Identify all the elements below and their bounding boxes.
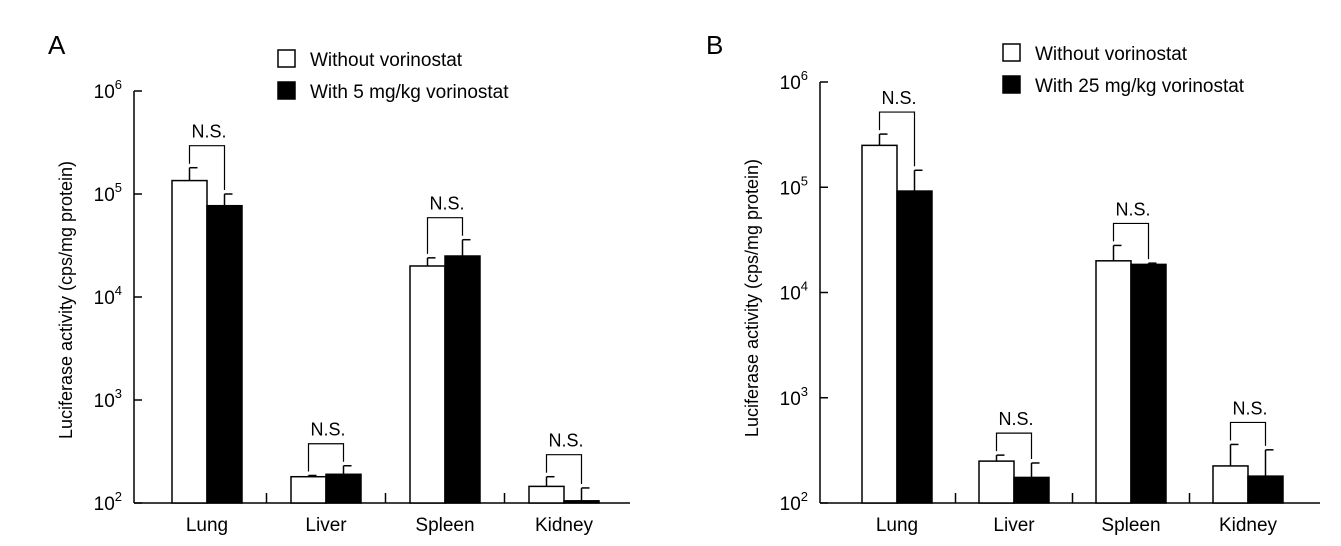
significance-bracket [1229, 421, 1267, 446]
significance-bracket [188, 145, 226, 190]
y-tick-label: 103 [94, 386, 122, 412]
bar [528, 485, 565, 504]
significance-label: N.S. [1232, 398, 1267, 418]
legend-label: Without vorinostat [310, 50, 463, 71]
significance-bracket [995, 432, 1033, 459]
significance-label: N.S. [881, 88, 916, 108]
significance-label: N.S. [1115, 199, 1150, 219]
legend-label: With 25 mg/kg vorinostat [1035, 76, 1245, 97]
panel-b: B 102 103 104 105 106 Luciferase activity (cps… [706, 30, 1320, 536]
legend-swatch [277, 81, 296, 100]
bar [861, 144, 898, 504]
bar [290, 475, 327, 504]
significance-label: N.S. [429, 194, 464, 214]
x-tick-label: Lung [876, 515, 918, 536]
significance-label: N.S. [998, 409, 1033, 429]
x-tick-label: Spleen [415, 515, 474, 536]
legend-label: Without vorinostat [1035, 44, 1188, 65]
bar [896, 190, 933, 504]
bar [444, 255, 481, 504]
panel-label: B [706, 30, 723, 60]
significance-bracket [426, 217, 464, 254]
x-tick-label: Kidney [1219, 515, 1278, 536]
significance-bracket [307, 443, 345, 472]
x-tick-label: Lung [186, 515, 228, 536]
bar [1130, 263, 1167, 504]
bar [325, 473, 362, 504]
significance-label: N.S. [548, 431, 583, 451]
bar [171, 179, 208, 504]
y-tick-label: 102 [94, 489, 122, 515]
bar [563, 500, 600, 504]
y-tick-label: 105 [94, 180, 122, 206]
bar [1247, 475, 1284, 504]
y-tick-label: 105 [780, 173, 808, 199]
bar [1095, 260, 1132, 504]
x-tick-label: Kidney [535, 515, 594, 536]
significance-bracket [545, 454, 583, 484]
legend-swatch [1002, 43, 1021, 62]
significance-label: N.S. [191, 122, 226, 142]
significance-bracket [1112, 222, 1150, 260]
x-tick-label: Spleen [1101, 515, 1160, 536]
legend-swatch [277, 49, 296, 68]
y-axis-label: Luciferase activity (cps/mg protein) [742, 159, 762, 437]
legend-swatch [1002, 75, 1021, 94]
x-tick-label: Liver [993, 515, 1035, 536]
y-tick-label: 102 [780, 489, 808, 515]
bar [206, 204, 243, 504]
bar [1212, 465, 1249, 504]
panel-a: A 102 103 104 105 106 Luciferase activity (cps… [48, 30, 630, 536]
x-tick-label: Liver [305, 515, 347, 536]
y-tick-label: 104 [780, 279, 808, 305]
y-tick-label: 106 [94, 77, 122, 103]
y-tick-label: 103 [780, 384, 808, 410]
significance-label: N.S. [310, 420, 345, 440]
legend-label: With 5 mg/kg vorinostat [310, 82, 509, 103]
panel-label: A [48, 30, 66, 60]
y-tick-label: 104 [94, 283, 122, 309]
y-tick-label: 106 [780, 68, 808, 94]
bar [1013, 476, 1050, 504]
bar [409, 265, 446, 504]
y-axis-label: Luciferase activity (cps/mg protein) [56, 161, 76, 439]
bar [978, 460, 1015, 504]
significance-bracket [878, 111, 916, 167]
